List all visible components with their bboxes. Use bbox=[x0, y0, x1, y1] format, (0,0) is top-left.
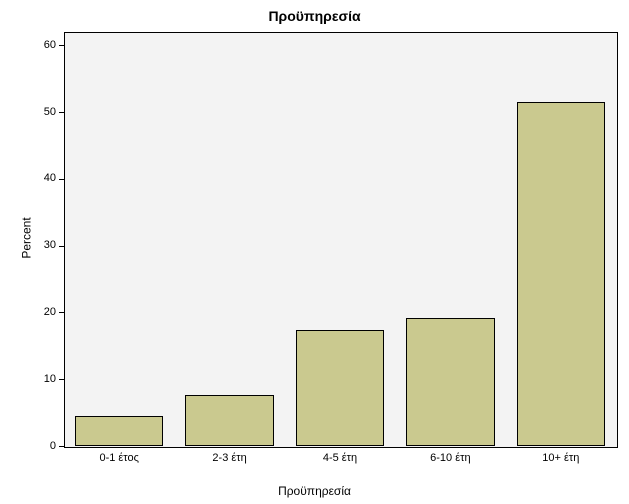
bar bbox=[406, 318, 494, 446]
x-tick-label: 0-1 έτος bbox=[64, 452, 174, 464]
y-tick-label: 40 bbox=[44, 172, 56, 184]
bar bbox=[75, 416, 163, 446]
y-tick-mark bbox=[59, 446, 64, 447]
y-tick-label: 30 bbox=[44, 239, 56, 251]
x-tick-label: 2-3 έτη bbox=[174, 452, 284, 464]
y-tick-mark bbox=[59, 379, 64, 380]
y-tick-mark bbox=[59, 246, 64, 247]
y-tick-label: 50 bbox=[44, 106, 56, 118]
y-tick-mark bbox=[59, 179, 64, 180]
bar bbox=[517, 102, 605, 446]
x-tick-label: 10+ έτη bbox=[506, 452, 616, 464]
y-tick-mark bbox=[59, 112, 64, 113]
x-tick-label: 6-10 έτη bbox=[395, 452, 505, 464]
bar bbox=[296, 330, 384, 446]
x-axis-label: Προϋπηρεσία bbox=[0, 484, 629, 498]
y-tick-mark bbox=[59, 312, 64, 313]
bar bbox=[185, 395, 273, 446]
y-tick-label: 10 bbox=[44, 373, 56, 385]
chart-container: Προϋπηρεσία Percent Προϋπηρεσία 0 10 20 30 4… bbox=[0, 0, 629, 504]
y-tick-mark bbox=[59, 45, 64, 46]
y-tick-label: 20 bbox=[44, 306, 56, 318]
y-axis-label: Percent bbox=[20, 217, 34, 258]
y-tick-label: 60 bbox=[44, 39, 56, 51]
y-tick-label: 0 bbox=[50, 440, 56, 452]
chart-title: Προϋπηρεσία bbox=[0, 8, 629, 24]
x-tick-label: 4-5 έτη bbox=[285, 452, 395, 464]
